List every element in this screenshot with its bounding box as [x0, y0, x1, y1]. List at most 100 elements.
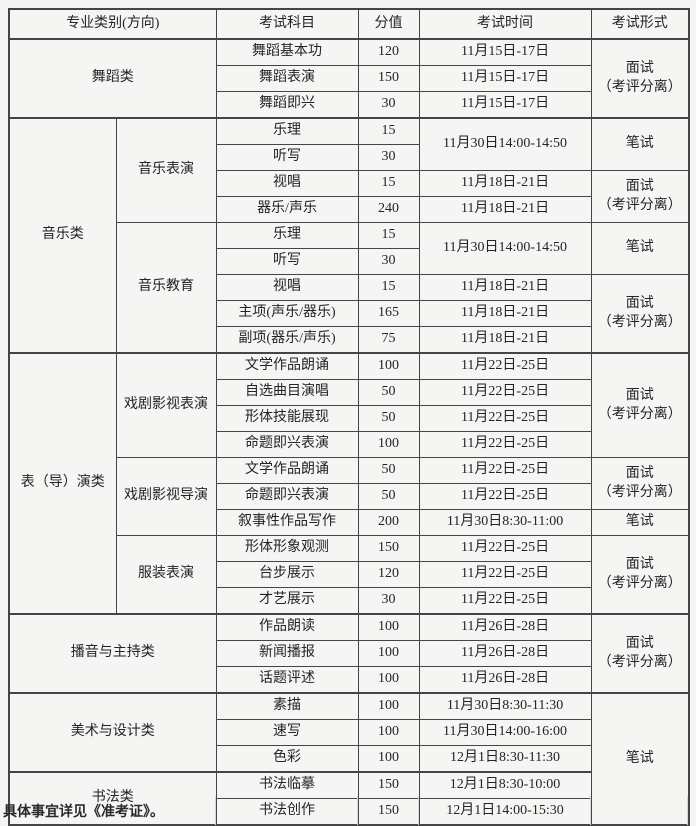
cell-score: 240 — [357, 196, 420, 223]
grid-line — [357, 796, 358, 825]
cell-score: 100 — [357, 431, 420, 458]
footnote-row: 具体事宜详见《准考证》。 — [0, 796, 696, 825]
cell-time: 12月1日8:30-10:00 — [418, 771, 592, 799]
cell-time: 12月1日8:30-11:30 — [418, 745, 592, 773]
table-row: 音乐类 音乐表演 乐理 15 11月30日14:00-14:50 笔试 — [8, 117, 690, 354]
cell-subject: 速写 — [215, 719, 359, 746]
table-row: 形体技能展现 50 11月22日-25日 — [9, 405, 689, 432]
cell-format: 笔试 — [590, 692, 690, 826]
cell-subject: 才艺展示 — [215, 587, 359, 615]
header-cell-subject: 考试科目 — [215, 8, 359, 40]
cell-score: 15 — [357, 117, 420, 145]
cell-score: 50 — [357, 457, 420, 484]
cell-direction: 戏剧影视表演 — [115, 352, 217, 458]
cell-category: 音乐类 — [8, 117, 117, 354]
table-row: 书法创作 150 12月1日14:00-15:30 — [9, 798, 689, 826]
table-row: 命题即兴表演 50 11月22日-25日 — [9, 483, 689, 510]
table-row: 速写 100 11月30日14:00-16:00 — [9, 719, 689, 746]
cell-subject: 叙事性作品写作 — [215, 509, 359, 536]
cell-score: 50 — [357, 405, 420, 432]
cell-score: 165 — [357, 300, 420, 327]
table-row: 舞蹈类 舞蹈基本功 120 11月15日-17日 面试 （考评分离） — [8, 38, 690, 119]
cell-score: 30 — [357, 91, 420, 119]
cell-subject: 舞蹈即兴 — [215, 91, 359, 119]
table-row: 音乐教育 乐理 15 11月30日14:00-14:50 笔试 — [9, 222, 690, 354]
cell-category: 书法类 — [8, 771, 217, 826]
cell-score: 30 — [357, 144, 420, 171]
header-row: 专业类别(方向) 考试科目 分值 考试时间 考试形式 — [8, 8, 690, 40]
cell-subject: 色彩 — [215, 745, 359, 773]
cell-time: 11月18日-21日 — [418, 274, 592, 301]
cell-time: 11月26日-28日 — [418, 666, 592, 694]
table-row: 视唱 15 11月18日-21日 面试 （考评分离） — [9, 274, 690, 354]
cell-time: 11月30日8:30-11:30 — [418, 692, 592, 720]
cell-format: 面试 （考评分离） — [590, 170, 690, 223]
cell-score: 150 — [357, 798, 420, 826]
cell-subject: 乐理 — [215, 222, 359, 249]
table-body: 舞蹈类 舞蹈基本功 120 11月15日-17日 面试 （考评分离） 舞蹈表演 150 11月… — [8, 38, 690, 826]
cell-time: 11月26日-28日 — [418, 640, 592, 667]
cell-direction: 服装表演 — [115, 535, 217, 615]
cell-category: 美术与设计类 — [8, 692, 217, 773]
cell-subject: 乐理 — [215, 117, 359, 145]
table-row: 书法类 书法临摹 150 12月1日8:30-10:00 — [8, 771, 689, 826]
cell-time: 11月22日-25日 — [418, 457, 592, 484]
table-row: 话题评述 100 11月26日-28日 — [9, 666, 689, 694]
header-cell-score: 分值 — [357, 8, 420, 40]
cell-subject: 新闻播报 — [215, 640, 359, 667]
cell-subject: 听写 — [215, 248, 359, 275]
cell-time: 11月30日14:00-14:50 — [418, 222, 592, 275]
cell-time: 12月1日14:00-15:30 — [418, 798, 592, 826]
cell-direction: 音乐表演 — [115, 117, 217, 223]
cell-format: 面试 （考评分离） — [590, 613, 690, 694]
table-row: 表（导）演类 戏剧影视表演 文学作品朗诵 100 11月22日-25日 面试 （考评分离） — [8, 352, 690, 615]
cell-time: 11月30日14:00-16:00 — [418, 719, 592, 746]
table-row: 美术与设计类 素描 100 11月30日8:30-11:30 笔试 — [8, 692, 690, 826]
cell-score: 200 — [357, 509, 420, 536]
cell-score: 100 — [357, 719, 420, 746]
table-row: 台步展示 120 11月22日-25日 — [9, 561, 689, 588]
cell-time: 11月22日-25日 — [418, 431, 592, 458]
grid-line — [418, 796, 419, 825]
cell-category: 舞蹈类 — [8, 38, 217, 119]
grid-line — [215, 796, 216, 825]
cell-format: 面试 （考评分离） — [590, 274, 690, 354]
cell-time: 11月18日-21日 — [418, 300, 592, 327]
cell-time: 11月22日-25日 — [418, 535, 592, 562]
cell-time: 11月30日8:30-11:00 — [418, 509, 592, 536]
cell-score: 50 — [357, 483, 420, 510]
table-row: 舞蹈即兴 30 11月15日-17日 — [9, 91, 689, 119]
cell-subject: 书法创作 — [215, 798, 359, 826]
cell-subject: 台步展示 — [215, 561, 359, 588]
table-row: 命题即兴表演 100 11月22日-25日 — [9, 431, 689, 458]
cell-score: 150 — [357, 65, 420, 92]
cell-direction: 戏剧影视导演 — [115, 457, 217, 536]
cell-subject: 器乐/声乐 — [215, 196, 359, 223]
cell-score: 100 — [357, 666, 420, 694]
cell-subject: 命题即兴表演 — [215, 483, 359, 510]
cell-time: 11月18日-21日 — [418, 170, 592, 197]
cell-subject: 文学作品朗诵 — [215, 352, 359, 380]
table-row: 视唱 15 11月18日-21日 面试 （考评分离） — [9, 170, 690, 223]
cell-score: 150 — [357, 771, 420, 799]
cell-subject: 舞蹈基本功 — [215, 38, 359, 66]
header-cell-time: 考试时间 — [418, 8, 592, 40]
table-row: 舞蹈表演 150 11月15日-17日 — [9, 65, 689, 92]
cell-time: 11月15日-17日 — [418, 38, 592, 66]
table-row: 自选曲目演唱 50 11月22日-25日 — [9, 379, 689, 406]
cell-score: 15 — [357, 222, 420, 249]
table-row: 戏剧影视导演 文学作品朗诵 50 11月22日-25日 面试 （考评分离） — [9, 457, 690, 536]
cell-subject: 视唱 — [215, 170, 359, 197]
cell-score: 15 — [357, 170, 420, 197]
cell-score: 100 — [357, 745, 420, 773]
cell-score: 100 — [357, 640, 420, 667]
cell-subject: 副项(器乐/声乐) — [215, 326, 359, 354]
cell-time: 11月18日-21日 — [418, 326, 592, 354]
cell-format: 面试 （考评分离） — [590, 457, 690, 510]
cell-subject: 作品朗读 — [215, 613, 359, 641]
table-row: 叙事性作品写作 200 11月30日8:30-11:00 笔试 — [9, 509, 690, 536]
cell-time: 11月22日-25日 — [418, 405, 592, 432]
table-row: 播音与主持类 作品朗读 100 11月26日-28日 面试 （考评分离） — [8, 613, 690, 694]
cell-score: 120 — [357, 38, 420, 66]
cell-format: 笔试 — [590, 117, 690, 171]
